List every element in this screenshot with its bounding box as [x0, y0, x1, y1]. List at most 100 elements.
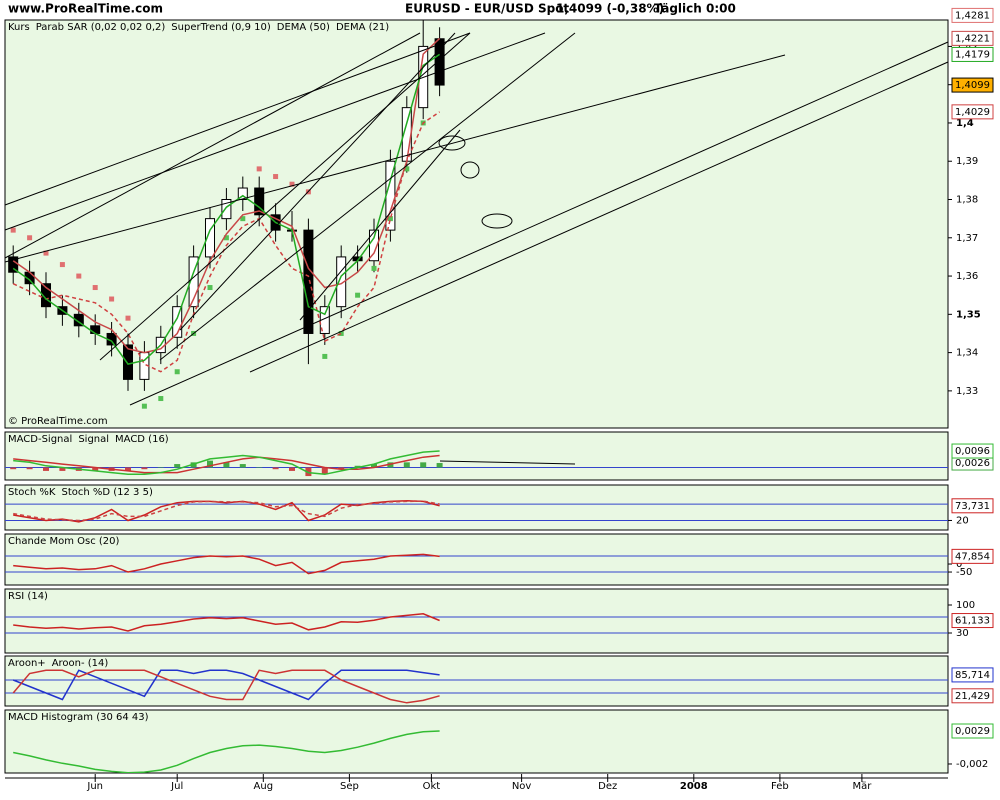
y-tick-label: 1,33	[956, 386, 978, 397]
plot-area	[8, 20, 445, 409]
trend-line	[4, 32, 546, 231]
sar-dot	[59, 262, 65, 268]
last-value-tag	[951, 723, 994, 739]
instrument: EURUSD - EUR/USD Spot	[405, 2, 569, 16]
histogram-bar	[321, 467, 328, 475]
trend-line	[179, 32, 456, 331]
sar-dot	[141, 403, 147, 409]
plot-area	[13, 553, 440, 575]
histogram-bar	[436, 463, 443, 468]
y-tick-label: 1,39	[956, 156, 978, 167]
histogram-bar	[403, 462, 410, 468]
histogram-bar	[239, 464, 246, 468]
last-value-label: 1,4029	[955, 107, 990, 118]
last-value-tag	[951, 443, 994, 459]
histogram-bar	[256, 467, 263, 468]
last-value-tag	[951, 30, 994, 46]
last-value-label: 47,854	[955, 551, 990, 562]
sar-dot	[125, 315, 131, 321]
candle-body	[303, 229, 314, 334]
last-value-label: 1,4281	[955, 10, 990, 21]
legend-entry: DEMA (21)	[336, 22, 389, 33]
last-value-tag	[951, 548, 994, 564]
y-tick-label: 1,35	[956, 309, 981, 320]
histogram-bar	[59, 467, 66, 471]
candle-body	[172, 306, 183, 338]
sar-dot	[92, 285, 98, 291]
histogram-bar	[207, 460, 213, 468]
y-tick-label: 0	[956, 559, 962, 570]
last-value-label: 1,4179	[955, 49, 990, 60]
sar-dot	[43, 250, 49, 256]
histogram-bar	[338, 467, 345, 470]
histogram-bar	[43, 467, 49, 471]
legend-entry: Aroon- (14)	[52, 658, 109, 669]
x-tick-label: Okt	[423, 781, 441, 792]
plot-area	[13, 613, 440, 632]
candle-body	[204, 218, 216, 258]
histogram-bar	[387, 462, 394, 468]
sar-dot	[158, 396, 164, 402]
last-value-tag	[951, 104, 994, 120]
sar-dot	[207, 285, 213, 291]
panels: 1,331,341,351,361,371,381,391,41,411,42K…	[4, 7, 994, 792]
histogram-bar	[157, 467, 164, 468]
sar-dot	[109, 296, 115, 302]
x-tick-label: Dez	[598, 781, 617, 792]
plot-area	[13, 730, 440, 773]
histogram-bar	[272, 467, 279, 470]
histogram-bar	[26, 467, 33, 470]
marker-ellipse	[481, 213, 513, 229]
panel-background	[4, 588, 949, 654]
sar-dot	[240, 216, 246, 222]
series-line	[12, 669, 440, 704]
histogram-bar	[289, 467, 295, 471]
series-line	[13, 500, 440, 522]
legend-entry: DEMA (50)	[277, 22, 330, 33]
y-tick-label: 1,36	[956, 271, 978, 282]
x-tick-label: Aug	[254, 781, 274, 792]
plot-area	[13, 500, 440, 523]
sar-dot	[404, 166, 410, 172]
last-value-tag	[951, 498, 994, 514]
sar-dot	[256, 166, 262, 172]
y-tick-label: 20	[956, 515, 969, 526]
legend-entry: MACD Histogram (30 64 43)	[8, 712, 149, 723]
sar-dot	[273, 174, 279, 180]
histogram-bar	[141, 467, 148, 470]
series-line	[13, 450, 440, 476]
legend-entry: Stoch %D (12 3 5)	[61, 487, 152, 498]
quote: 1,4099 (-0,38%)	[556, 2, 664, 16]
histogram-bar	[223, 462, 230, 468]
candle-body	[254, 187, 265, 216]
sar-dot	[174, 369, 180, 375]
x-tick-label: Mär	[852, 781, 872, 792]
site-name: www.ProRealTime.com	[8, 2, 163, 16]
y-tick-label: 1,37	[956, 233, 978, 244]
trend-lines	[4, 32, 949, 465]
histogram-bar	[174, 464, 181, 468]
legend-entry: Aroon+	[8, 658, 46, 669]
marker-ellipse	[438, 135, 466, 151]
last-value-tag	[951, 7, 994, 23]
panel-background	[4, 533, 949, 586]
last-value-label: 1,4221	[955, 33, 990, 44]
series-line	[12, 37, 441, 354]
last-value-label: 1,4099	[955, 80, 990, 91]
histogram-bar	[92, 467, 99, 471]
candle-body	[90, 325, 101, 334]
histogram-bar	[371, 464, 377, 468]
candle-body	[122, 344, 134, 380]
x-tick-label: Nov	[512, 781, 532, 792]
panel-background	[4, 655, 949, 707]
candle-body	[40, 283, 52, 308]
trend-line	[4, 32, 471, 206]
candle-body	[237, 187, 248, 201]
histogram-bar	[354, 465, 361, 468]
y-tick-label: -0,002	[956, 759, 988, 770]
sar-dot	[387, 216, 393, 222]
series-line	[12, 53, 441, 365]
last-value-label: 61,133	[955, 616, 990, 627]
series-line	[12, 669, 440, 701]
